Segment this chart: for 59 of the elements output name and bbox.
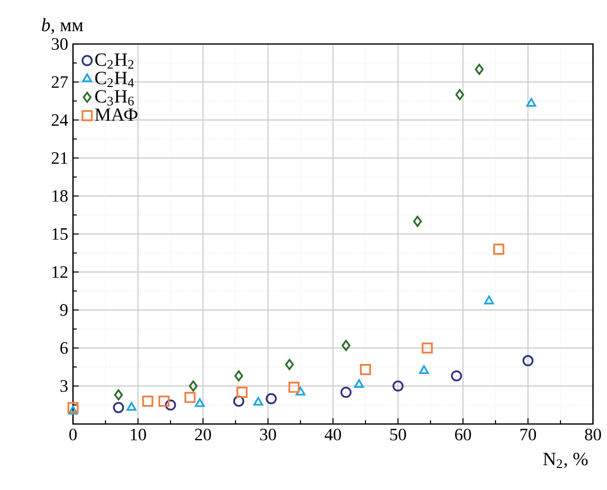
point bbox=[392, 380, 404, 392]
x-tick-label: 40 bbox=[324, 428, 342, 440]
point bbox=[526, 98, 536, 107]
point bbox=[354, 379, 364, 388]
point bbox=[142, 396, 154, 407]
x-tick-label: 20 bbox=[195, 428, 212, 440]
x-tick-label: 80 bbox=[584, 428, 601, 440]
x-tick-label: 50 bbox=[390, 428, 406, 440]
y-tick-label: 12 bbox=[52, 266, 68, 278]
point bbox=[266, 393, 277, 404]
x-tick-label: 0 bbox=[69, 428, 77, 440]
x-tick-label: 10 bbox=[130, 428, 146, 440]
point bbox=[285, 358, 294, 370]
y-tick-label: 24 bbox=[52, 114, 68, 126]
point bbox=[67, 402, 79, 414]
point bbox=[522, 355, 534, 366]
x-axis-title: N$_{2}$, % bbox=[543, 452, 588, 468]
point bbox=[233, 396, 244, 407]
y-tick-label: 9 bbox=[60, 304, 68, 316]
y-tick-label: 30 bbox=[52, 38, 68, 50]
point bbox=[253, 396, 264, 406]
point bbox=[419, 365, 429, 374]
point bbox=[342, 340, 350, 352]
point bbox=[493, 244, 504, 255]
point bbox=[455, 89, 464, 100]
point bbox=[236, 386, 248, 398]
y-axis-title: b, мм bbox=[42, 18, 84, 34]
point bbox=[340, 386, 352, 398]
point bbox=[194, 398, 205, 407]
y-tick-label: 18 bbox=[52, 190, 68, 202]
point bbox=[422, 342, 433, 354]
point bbox=[450, 370, 462, 382]
point bbox=[158, 396, 170, 407]
y-tick-label: 21 bbox=[52, 152, 68, 164]
y-tick-label: 15 bbox=[52, 228, 68, 240]
x-tick-label: 30 bbox=[260, 428, 276, 440]
legend-label: C$_{2}$H$_{2}$ bbox=[95, 53, 134, 69]
point bbox=[114, 389, 123, 400]
x-tick-label: 60 bbox=[455, 428, 472, 440]
y-tick-label: 27 bbox=[52, 76, 68, 88]
y-tick-label: 6 bbox=[60, 342, 68, 354]
point bbox=[188, 380, 198, 392]
point bbox=[484, 296, 494, 304]
point bbox=[68, 406, 78, 415]
point bbox=[184, 392, 196, 403]
point bbox=[288, 382, 300, 393]
point bbox=[112, 402, 124, 414]
point bbox=[360, 364, 372, 376]
x-tick-label: 70 bbox=[520, 428, 536, 440]
point bbox=[413, 216, 422, 227]
y-tick-label: 3 bbox=[60, 380, 68, 392]
point bbox=[296, 386, 306, 396]
point bbox=[126, 402, 136, 411]
legend-label: МАФ bbox=[95, 108, 138, 121]
point bbox=[474, 64, 484, 75]
legend-label: C$_{3}$H$_{6}$ bbox=[95, 90, 134, 106]
legend-label: C$_{2}$H$_{4}$ bbox=[95, 72, 134, 87]
point bbox=[234, 370, 244, 382]
point bbox=[164, 399, 176, 411]
